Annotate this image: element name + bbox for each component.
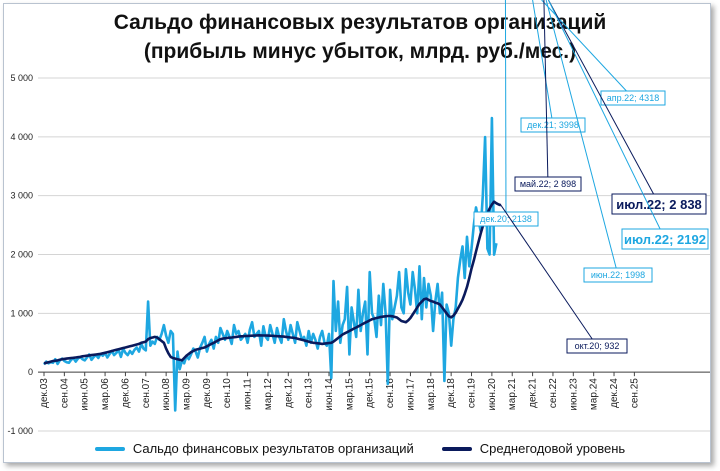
x-tick-label: дек.12 [283, 378, 294, 408]
x-tick-label: сен.19 [467, 378, 478, 408]
x-tick-label: мар.18 [426, 378, 437, 410]
x-tick-label: дек.21 [528, 378, 539, 408]
legend-item-average: Среднегодовой уровень [441, 441, 626, 456]
chart-legend: Сальдо финансовых результатов организаци… [0, 441, 720, 456]
y-tick-label: 2 000 [10, 250, 33, 260]
annotation-box [520, 117, 586, 133]
annotation-leader [500, 204, 598, 347]
annotation-label: июн.22; 1998 [591, 270, 645, 280]
y-tick-label: 0 [28, 367, 33, 377]
x-tick-label: сен.07 [141, 378, 152, 408]
x-tick-label: дек.03 [39, 378, 50, 408]
series-line-average [43, 200, 502, 365]
x-tick-label: июн.08 [161, 378, 172, 411]
y-tick-label: 5 000 [10, 73, 33, 83]
chart-title-line1: Сальдо финансовых результатов организаци… [113, 11, 607, 34]
chart-title-line2: (прибыль минус убыток, млрд. руб./мес.) [143, 40, 577, 63]
x-tick-label: сен.16 [385, 378, 396, 408]
annotation-label: май.22; 2 898 [520, 179, 576, 189]
x-tick-label: мар.06 [100, 378, 111, 410]
x-tick-label: сен.13 [304, 378, 315, 408]
annotation-label: дек.21; 3998 [527, 120, 579, 130]
x-tick-label: мар.12 [263, 378, 274, 410]
x-tick-label: мар.15 [344, 378, 355, 410]
legend-label-average: Среднегодовой уровень [479, 441, 626, 456]
annotation-label: апр.22; 4318 [607, 93, 659, 103]
x-tick-label: мар.21 [507, 378, 518, 410]
chart-frame [3, 3, 711, 463]
x-tick-label: сен.04 [59, 378, 70, 408]
x-tick-label: июн.17 [405, 378, 416, 411]
legend-swatch-average [441, 446, 472, 451]
annotation-label: июл.22; 2 838 [616, 197, 702, 212]
y-tick-label: 4 000 [10, 132, 33, 142]
x-tick-label: дек.15 [365, 378, 376, 408]
annotation-label: июл.22; 2192 [624, 232, 706, 247]
annotation-leader [547, 0, 666, 240]
x-tick-label: мар.09 [182, 378, 193, 410]
x-tick-label: июн.05 [80, 378, 91, 411]
annotation-leader [532, 0, 554, 126]
x-tick-label: сен.10 [222, 378, 233, 408]
x-tick-label: дек.24 [609, 378, 620, 408]
x-tick-label: июн.23 [568, 378, 579, 411]
x-tick-label: мар.24 [589, 378, 600, 410]
annotation-leader [545, 0, 619, 276]
y-tick-label: 3 000 [10, 191, 33, 201]
chart-title: Сальдо финансовых результатов организаци… [0, 8, 720, 66]
annotation-box [611, 193, 707, 215]
y-tick-label: 1 000 [10, 308, 33, 318]
series-line-saldo [42, 116, 498, 412]
x-tick-label: дек.09 [202, 378, 213, 408]
annotation-leader [504, 0, 507, 220]
annotation-box [566, 338, 628, 354]
annotation-box [514, 176, 582, 192]
x-tick-label: дек.18 [446, 378, 457, 408]
x-tick-label: июн.11 [243, 378, 254, 410]
annotation-box [621, 228, 709, 250]
legend-item-saldo: Сальдо финансовых результатов организаци… [94, 441, 414, 456]
annotation-leader [547, 0, 660, 205]
x-tick-label: сен.22 [548, 378, 559, 408]
legend-swatch-saldo [94, 446, 125, 451]
annotation-leader [543, 0, 549, 185]
x-tick-label: сен.25 [629, 378, 640, 408]
x-tick-label: дек.06 [120, 378, 131, 408]
annotation-box [583, 267, 653, 283]
y-tick-label: -1 000 [7, 426, 33, 436]
legend-label-saldo: Сальдо финансовых результатов организаци… [132, 441, 414, 456]
x-tick-label: июн.14 [324, 378, 335, 411]
x-tick-label: июн.20 [487, 378, 498, 411]
annotation-label: дек.20; 2138 [480, 214, 532, 224]
annotation-label: окт.20; 932 [575, 341, 620, 351]
